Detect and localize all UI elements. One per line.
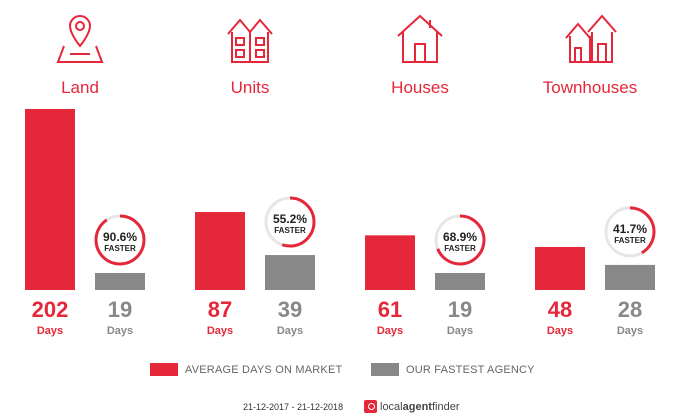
unit-label-fastest: Days	[277, 325, 303, 337]
townhouses-icon	[520, 10, 660, 66]
legend-swatch-fastest	[371, 363, 399, 376]
faster-ring-progress	[434, 214, 486, 266]
localagentfinder-logo-icon	[364, 400, 377, 413]
units-icon	[180, 10, 320, 66]
legend-item-average: AVERAGE DAYS ON MARKET	[150, 363, 342, 376]
bar-fastest-townhouses	[605, 264, 655, 290]
value-average: 87	[208, 297, 232, 322]
faster-label: FASTER	[614, 236, 646, 245]
faster-ring-progress	[604, 206, 656, 258]
bar-average-units	[195, 212, 245, 290]
category-units: Units	[180, 10, 320, 98]
category-houses: Houses	[350, 10, 490, 98]
brand-name-bold: agent	[402, 400, 432, 413]
footer: 21-12-2017 - 21-12-2018 localagentfinder	[0, 400, 700, 416]
unit-label-average: Days	[547, 325, 573, 337]
legend-swatch-average	[150, 363, 178, 376]
faster-label: FASTER	[444, 244, 476, 253]
legend-label-fastest: OUR FASTEST AGENCY	[406, 363, 535, 376]
value-fastest: 39	[278, 297, 302, 322]
value-average: 202	[32, 297, 69, 322]
bar-fastest-units	[265, 255, 315, 290]
faster-ring-progress	[264, 196, 316, 248]
legend: AVERAGE DAYS ON MARKET OUR FASTEST AGENC…	[0, 363, 700, 381]
map-pin-icon	[10, 10, 150, 66]
brand-name-post: finder	[431, 400, 460, 413]
value-average: 61	[378, 297, 402, 322]
faster-percent: 90.6%	[103, 230, 137, 244]
category-label: Houses	[391, 78, 449, 97]
faster-ring-progress	[94, 214, 146, 266]
value-average: 48	[548, 297, 572, 322]
category-land: Land	[10, 10, 150, 98]
value-fastest: 28	[618, 297, 642, 322]
bar-fastest-land	[95, 272, 145, 290]
bar-fastest-houses	[435, 272, 485, 290]
category-label: Land	[61, 78, 99, 97]
brand-name: localagentfinder	[380, 401, 460, 413]
legend-label-average: AVERAGE DAYS ON MARKET	[185, 363, 343, 376]
brand-logo: localagentfinder	[364, 400, 460, 413]
bar-average-townhouses	[535, 246, 585, 290]
value-fastest: 19	[448, 297, 472, 322]
category-label: Units	[230, 78, 270, 97]
faster-label: FASTER	[274, 226, 306, 235]
house-icon	[350, 10, 490, 66]
bar-average-houses	[365, 235, 415, 290]
category-townhouses: Townhouses	[520, 10, 660, 98]
category-label: Townhouses	[542, 78, 638, 97]
brand-name-pre: local	[380, 400, 403, 413]
unit-label-fastest: Days	[447, 325, 473, 337]
unit-label-average: Days	[207, 325, 233, 337]
value-fastest: 19	[108, 297, 132, 322]
faster-percent: 55.2%	[273, 212, 307, 226]
chart: 202Days19Days90.6%FASTER87Days39Days55.2…	[25, 109, 656, 337]
unit-label-average: Days	[37, 325, 63, 337]
faster-percent: 68.9%	[443, 230, 477, 244]
bar-average-land	[25, 109, 75, 290]
faster-percent: 41.7%	[613, 222, 647, 236]
faster-label: FASTER	[104, 244, 136, 253]
legend-item-fastest: OUR FASTEST AGENCY	[371, 363, 535, 376]
unit-label-average: Days	[377, 325, 403, 337]
unit-label-fastest: Days	[107, 325, 133, 337]
date-range: 21-12-2017 - 21-12-2018	[243, 402, 344, 412]
unit-label-fastest: Days	[617, 325, 643, 337]
